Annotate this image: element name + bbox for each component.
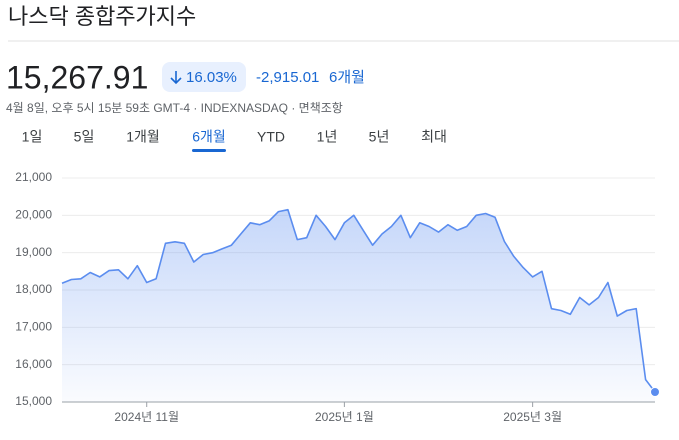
tab[interactable]: YTD <box>257 129 285 145</box>
chart: 15,000 16,000 17,000 18,000 19,000 20,000 21,0… <box>15 170 660 424</box>
y-tick-label: 19,000 <box>15 245 52 259</box>
tab[interactable]: 5일 <box>74 129 95 145</box>
tab[interactable]: 1개월 <box>126 129 160 145</box>
title: 나스닥 종합주가지수 <box>8 4 196 29</box>
tab[interactable]: 최대 <box>421 129 447 145</box>
price: 15,267.91 <box>6 59 148 95</box>
last-point <box>650 386 660 397</box>
tab[interactable]: 1년 <box>317 129 338 145</box>
y-tick-label: 15,000 <box>15 394 52 408</box>
tab[interactable]: 6개월 <box>192 129 226 145</box>
change-period: 6개월 <box>329 69 365 86</box>
tab-underline <box>192 149 226 152</box>
line <box>61 208 656 393</box>
change-badge <box>162 62 246 92</box>
y-tick-label: 21,000 <box>15 170 52 184</box>
tab[interactable]: 1일 <box>22 129 43 145</box>
change-percent: 16.03% <box>186 69 237 86</box>
y-tick-label: 17,000 <box>15 320 52 334</box>
down-arrow <box>170 71 182 85</box>
timestamp: 4월 8일, 오후 5시 15분 59초 GMT-4 · INDEXNASDAQ… <box>6 100 343 115</box>
tabs: 1일 5일 1개월 6개월 YTD 1년 5년 최대 <box>22 129 447 152</box>
change-value: -2,915.01 <box>256 69 319 86</box>
x-tick-label: 2025년 1월 <box>315 410 374 424</box>
y-tick-label: 16,000 <box>15 357 52 371</box>
area <box>62 209 655 402</box>
tab[interactable]: 5년 <box>369 129 390 145</box>
x-tick-label: 2024년 11월 <box>114 410 179 424</box>
y-tick-label: 18,000 <box>15 282 52 296</box>
x-tick-label: 2025년 3월 <box>503 410 562 424</box>
y-tick-label: 20,000 <box>15 208 52 222</box>
